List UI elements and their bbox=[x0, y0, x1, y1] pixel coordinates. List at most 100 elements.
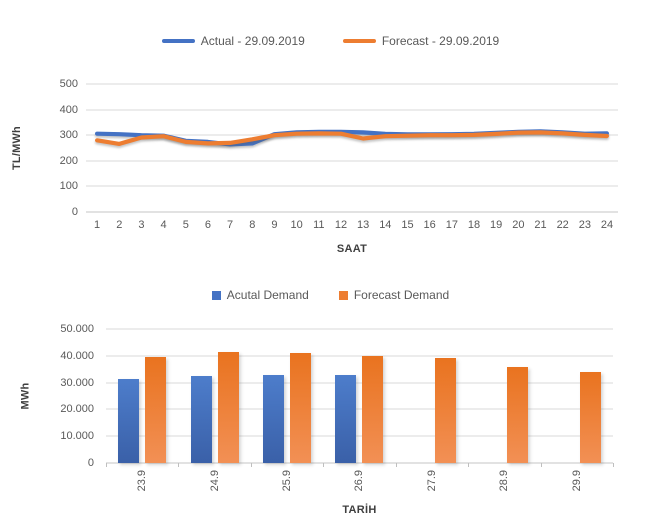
x-tick-label: 15 bbox=[401, 219, 414, 231]
bar-category bbox=[251, 329, 323, 463]
y-tick-label: 300 bbox=[59, 129, 78, 142]
category-boundary-tick bbox=[250, 463, 252, 467]
x-tick-label: 8 bbox=[249, 219, 256, 231]
legend-label-actual-demand: Acutal Demand bbox=[226, 288, 309, 302]
bar-actual bbox=[190, 376, 212, 463]
bar-forecast bbox=[507, 367, 529, 463]
x-tick-label: 1 bbox=[94, 219, 101, 231]
demand-chart-bars bbox=[106, 329, 613, 463]
x-tick-label: 5 bbox=[182, 219, 189, 231]
y-tick-label: 400 bbox=[59, 103, 78, 116]
price-chart-plot-area bbox=[86, 83, 618, 213]
bar-category bbox=[541, 329, 613, 463]
x-tick-label: 7 bbox=[227, 219, 234, 231]
demand-chart-y-axis: 50.000 40.000 30.000 20.000 10.000 0 bbox=[36, 323, 94, 469]
y-tick-label: 20.000 bbox=[60, 403, 94, 416]
category-boundary-tick bbox=[395, 463, 397, 467]
gridline bbox=[106, 382, 613, 384]
legend-label-forecast-demand: Forecast Demand bbox=[353, 288, 450, 302]
price-chart-x-axis: 1 2 3 4 5 6 7 8 9 10 11 12 13 14 15 16 17 18 19 20 21 22 23 24 bbox=[86, 219, 618, 231]
x-tick-label: 19 bbox=[490, 219, 503, 231]
x-tick-label: 27.9 bbox=[425, 470, 438, 492]
x-tick-label: 23.9 bbox=[136, 470, 149, 492]
gridline bbox=[86, 83, 618, 85]
demand-chart-plot-area bbox=[106, 328, 614, 467]
series-line bbox=[95, 130, 610, 147]
x-tick-label: 24.9 bbox=[208, 470, 221, 492]
gridline bbox=[106, 435, 613, 437]
demand-chart-x-axis-title: TARİH bbox=[342, 504, 377, 516]
bar-forecast bbox=[290, 352, 312, 463]
bar-forecast bbox=[579, 371, 601, 463]
y-tick-label: 30.000 bbox=[60, 376, 94, 389]
x-tick-label: 10 bbox=[290, 219, 303, 231]
category-boundary-tick bbox=[468, 463, 470, 467]
x-tick-label: 23 bbox=[578, 219, 591, 231]
x-tick-label: 24 bbox=[600, 219, 614, 231]
forecast-demand-swatch-icon bbox=[338, 290, 348, 300]
x-tick-label: 12 bbox=[334, 219, 348, 231]
bar-actual bbox=[263, 375, 285, 463]
actual-line-marker-icon bbox=[161, 39, 195, 43]
bar-forecast bbox=[217, 352, 239, 463]
forecast-line-marker-icon bbox=[342, 39, 376, 43]
gridline bbox=[86, 185, 618, 187]
y-tick-label: 500 bbox=[59, 78, 78, 90]
price-chart-y-axis-title: TL/MWh bbox=[11, 126, 23, 170]
price-chart-y-axis: 500 400 300 200 100 0 bbox=[30, 78, 78, 218]
gridline bbox=[106, 462, 613, 464]
y-tick-label: 50.000 bbox=[60, 323, 94, 335]
bar-category bbox=[106, 329, 178, 463]
x-tick-label: 29.9 bbox=[570, 470, 583, 492]
legend-item-forecast-demand: Forecast Demand bbox=[338, 288, 450, 302]
gridline bbox=[106, 328, 613, 330]
legend-item-actual: Actual - 29.09.2019 bbox=[161, 34, 305, 48]
bar-category bbox=[468, 329, 540, 463]
category-boundary-tick bbox=[323, 463, 325, 467]
price-chart-series bbox=[95, 129, 610, 147]
bar-category bbox=[396, 329, 468, 463]
x-tick-label: 22 bbox=[556, 219, 569, 231]
legend-item-actual-demand: Acutal Demand bbox=[211, 288, 309, 302]
category-boundary-tick bbox=[178, 463, 180, 467]
x-tick-label: 2 bbox=[116, 219, 123, 231]
x-tick-label: 26.9 bbox=[353, 470, 366, 492]
x-tick-label: 13 bbox=[357, 219, 370, 231]
y-tick-label: 100 bbox=[59, 180, 78, 193]
x-tick-label: 21 bbox=[534, 219, 547, 231]
x-tick-label: 20 bbox=[512, 219, 525, 231]
demand-chart-x-axis: 23.9 24.9 25.9 26.9 27.9 28.9 29.9 bbox=[106, 470, 613, 491]
actual-demand-swatch-icon bbox=[211, 290, 221, 300]
x-tick-label: 14 bbox=[379, 219, 392, 231]
category-boundary-tick bbox=[613, 463, 614, 467]
category-boundary-tick bbox=[540, 463, 542, 467]
x-tick-label: 17 bbox=[445, 219, 458, 231]
x-tick-label: 25.9 bbox=[281, 470, 293, 492]
x-tick-label: 4 bbox=[160, 219, 167, 231]
gridline bbox=[106, 408, 613, 410]
gridline bbox=[86, 109, 618, 111]
bar-category bbox=[178, 329, 250, 463]
gridline bbox=[86, 160, 618, 162]
legend-label-actual: Actual - 29.09.2019 bbox=[200, 34, 305, 48]
demand-chart-legend: Acutal Demand Forecast Demand bbox=[0, 288, 661, 302]
bar-actual bbox=[335, 375, 357, 463]
x-tick-label: 18 bbox=[467, 219, 481, 231]
bar-category bbox=[323, 329, 395, 463]
y-tick-label: 40.000 bbox=[60, 349, 94, 362]
x-tick-label: 9 bbox=[271, 219, 278, 231]
x-tick-label: 11 bbox=[313, 219, 325, 231]
gridline bbox=[106, 355, 613, 357]
gridline bbox=[86, 211, 618, 213]
x-tick-label: 16 bbox=[423, 219, 436, 231]
price-chart-x-axis-title: SAAT bbox=[336, 243, 368, 255]
price-chart-legend: Actual - 29.09.2019 Forecast - 29.09.201… bbox=[0, 34, 661, 48]
demand-chart-y-axis-title: MWh bbox=[19, 382, 31, 410]
x-tick-label: 3 bbox=[138, 219, 145, 231]
y-tick-label: 10.000 bbox=[60, 430, 94, 443]
bar-actual bbox=[118, 378, 140, 463]
category-boundary-tick bbox=[106, 463, 107, 467]
bar-forecast bbox=[145, 356, 167, 463]
legend-label-forecast: Forecast - 29.09.2019 bbox=[381, 34, 500, 48]
